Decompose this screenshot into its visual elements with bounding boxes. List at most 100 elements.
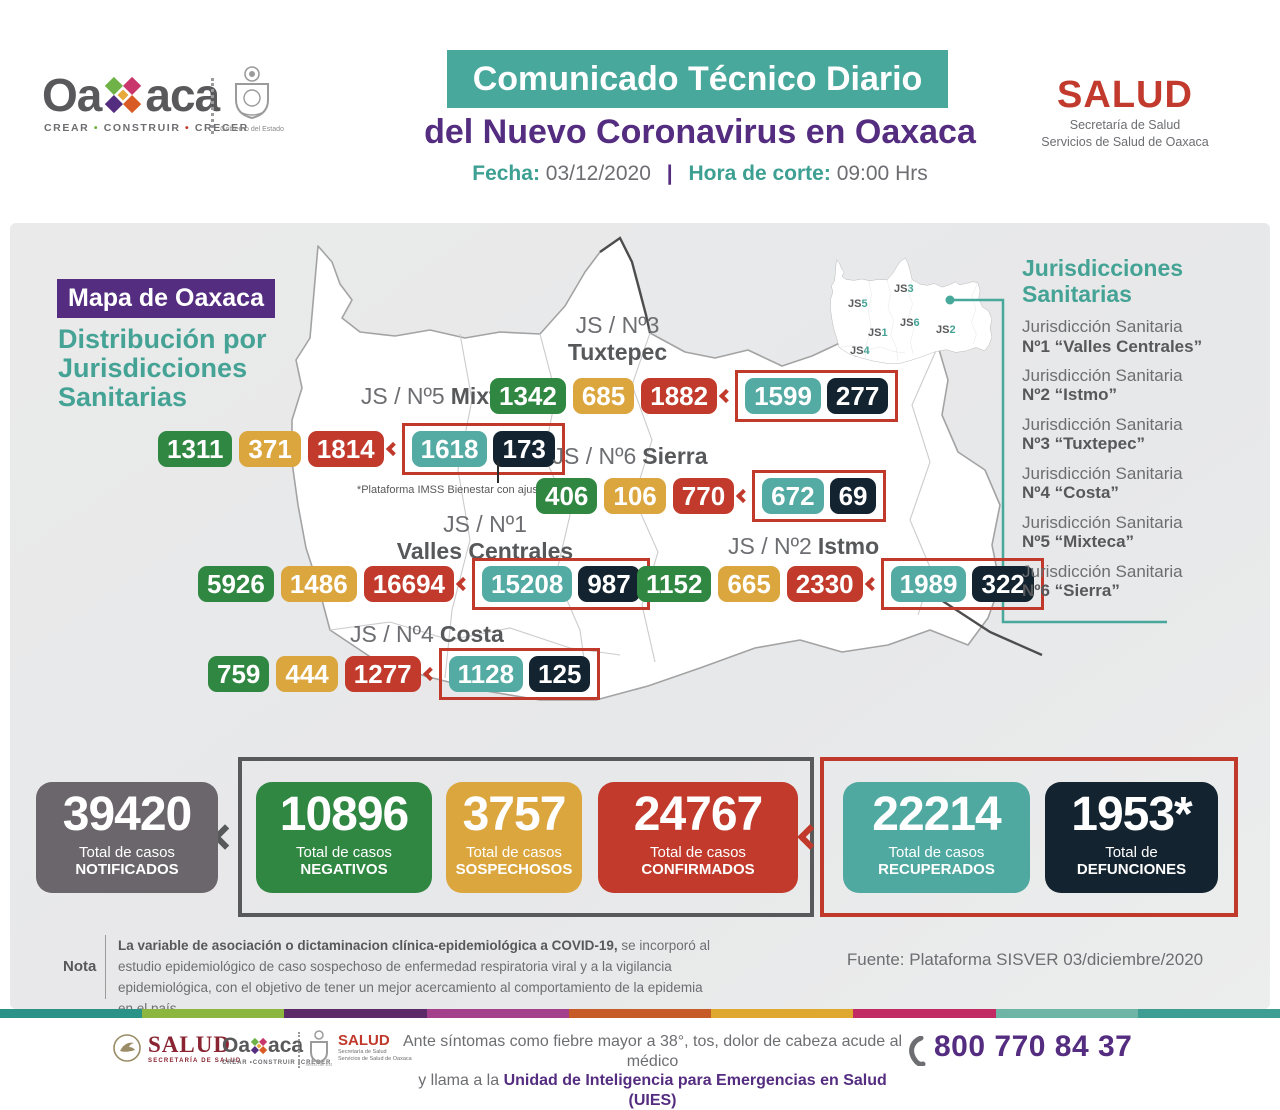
minimap-label-js2: JS2 — [936, 324, 956, 336]
recovered-deaths-box: 1599 277 — [735, 370, 899, 422]
connector-notch — [864, 576, 879, 592]
dotted-separator — [211, 78, 214, 134]
chips-costa: 759 444 1277 1128 125 — [208, 648, 601, 700]
phone-number: 800 770 84 37 — [934, 1030, 1133, 1063]
chip-negativos: 1342 — [490, 378, 566, 414]
chips-valles-centrales: 5926 1486 16694 15208 987 — [198, 558, 650, 610]
minimap-label-js6: JS6 — [900, 317, 920, 329]
imss-note-line — [497, 461, 499, 483]
label-tuxtepec: JS / Nº3 Tuxtepec — [567, 312, 668, 365]
recovered-deaths-box: 672 69 — [752, 470, 887, 522]
total-sospechosos: 3757 Total de casos SOSPECHOSOS — [446, 782, 582, 893]
svg-text:Gobierno del Estado: Gobierno del Estado — [306, 1062, 332, 1067]
footer-oaxaca-logo: Oa aca — [222, 1034, 304, 1057]
connector-notch — [385, 441, 400, 457]
chip-recuperados: 1599 — [745, 378, 821, 414]
map-panel: Mapa de Oaxaca Distribución por Jurisdic… — [10, 223, 1270, 1016]
oaxaca-diamonds-icon — [105, 76, 142, 114]
page-subtitle: del Nuevo Coronavirus en Oaxaca — [424, 113, 976, 151]
tagline-bullet-green: • — [93, 122, 100, 134]
minimap-label-js4: JS4 — [850, 345, 870, 357]
oaxaca-tagline: CREAR • CONSTRUIR • CRECER — [44, 122, 249, 134]
hora-label: Hora de corte: — [688, 162, 831, 185]
gobierno-crest-icon: Gobierno del Estado — [306, 1030, 332, 1067]
map-title-banner: Mapa de Oaxaca — [57, 279, 275, 318]
page-title: Comunicado Técnico Diario — [447, 50, 948, 108]
connector-notch — [719, 388, 734, 404]
chip-recuperados: 672 — [762, 478, 824, 514]
legend-item: Jurisdicción Sanitaria Nº5 “Mixteca” — [1022, 512, 1183, 552]
chip-defunciones: 987 — [578, 566, 640, 602]
fuente-text: Fuente: Plataforma SISVER 03/diciembre/2… — [846, 950, 1204, 969]
connector-notch — [422, 666, 437, 682]
salud-logo: SALUD Secretaría de Salud Servicios de S… — [1030, 74, 1220, 151]
federal-eagle-icon — [113, 1034, 141, 1062]
chip-sospechosos: 1486 — [280, 566, 357, 602]
hora-value: 09:00 Hrs — [836, 162, 928, 185]
salud-federal-logo: SALUD SECRETARÍA DE SALUD — [112, 1032, 241, 1064]
color-stripe — [0, 1009, 1280, 1018]
chips-tuxtepec: 1342 685 1882 1599 277 — [490, 370, 899, 422]
dotted-separator — [298, 1032, 300, 1068]
tested-group-border — [238, 757, 814, 917]
total-defunciones: 1953* Total de DEFUNCIONES — [1045, 782, 1218, 893]
chip-confirmados: 2330 — [786, 566, 863, 602]
chip-sospechosos: 371 — [239, 431, 301, 467]
map-subtitle: Distribución por Jurisdicciones Sanitari… — [58, 324, 267, 413]
footer-oaxaca-tagline: CREAR •CONSTRUIR •CRECER — [222, 1060, 332, 1066]
gobierno-label: Gobierno del Estado — [220, 126, 284, 133]
nota-label: Nota — [63, 958, 97, 975]
chip-confirmados: 1277 — [344, 656, 421, 692]
footer: SALUD SECRETARÍA DE SALUD Oa aca CREAR •… — [0, 1018, 1280, 1109]
total-negativos: 10896 Total de casos NEGATIVOS — [256, 782, 432, 893]
oaxaca-word-part2: aca — [145, 69, 220, 121]
imss-note: *Plataforma IMSS Bienestar con ajuste — [356, 484, 548, 496]
fecha-value: 03/12/2020 — [545, 162, 651, 185]
legend-item: Jurisdicción Sanitaria Nº6 “Sierra” — [1022, 561, 1183, 601]
recovered-deaths-box: 1989 322 — [880, 558, 1044, 610]
date-row: Fecha: 03/12/2020 | Hora de corte: 09:00… — [380, 162, 1020, 186]
total-recuperados: 22214 Total de casos RECUPERADOS — [843, 782, 1030, 893]
total-confirmados: 24767 Total de casos CONFIRMADOS — [598, 782, 798, 893]
chip-negativos: 5926 — [198, 566, 274, 602]
total-notificados: 39420 Total de casos NOTIFICADOS — [36, 782, 218, 893]
chip-defunciones: 277 — [826, 378, 889, 414]
chip-sospechosos: 685 — [572, 378, 635, 414]
minimap-label-js1: JS1 — [868, 327, 888, 339]
label-costa: JS / Nº4 Costa — [350, 621, 504, 647]
oaxaca-word-part1: Oa — [42, 69, 102, 121]
chip-defunciones: 322 — [972, 566, 1034, 602]
oaxaca-logo: Oa aca — [42, 68, 220, 122]
salud-federal-wordmark: SALUD — [148, 1032, 231, 1057]
label-istmo: JS / Nº2 Istmo — [728, 533, 880, 559]
outcome-group-border — [820, 757, 1238, 917]
gobierno-crest-icon — [235, 66, 269, 120]
header: Oa aca CREAR • CONSTRUIR • CRECER Gobier… — [0, 0, 1280, 223]
salud-federal-sub: SECRETARÍA DE SALUD — [148, 1058, 242, 1064]
chip-confirmados: 770 — [672, 478, 735, 514]
chip-sospechosos: 106 — [604, 478, 666, 514]
chip-recuperados: 1128 — [448, 656, 524, 692]
chip-sospechosos: 444 — [276, 656, 338, 692]
chip-recuperados: 1618 — [411, 431, 488, 467]
chips-mixteca: 1311 371 1814 1618 173 — [158, 423, 565, 475]
chip-recuperados: 1989 — [890, 566, 967, 602]
chips-sierra: 406 106 770 672 69 — [536, 470, 887, 522]
chip-defunciones: 125 — [529, 656, 591, 692]
chip-negativos: 406 — [536, 478, 598, 514]
chip-confirmados: 1814 — [307, 431, 384, 467]
oaxaca-diamonds-icon — [250, 1037, 268, 1055]
minimap-label-js3: JS3 — [894, 283, 914, 295]
chip-sospechosos: 665 — [718, 566, 780, 602]
phone-icon — [909, 1036, 926, 1066]
chips-istmo: 1152 665 2330 1989 322 — [637, 558, 1044, 610]
legend-list: Jurisdicción Sanitaria Nº1 “Valles Centra… — [1022, 317, 1262, 611]
chip-defunciones: 173 — [493, 431, 555, 467]
salud-oaxaca-logo: SALUD Secretaría de Salud Servicios de S… — [338, 1032, 412, 1063]
chip-confirmados: 1882 — [641, 378, 718, 414]
chip-defunciones: 69 — [829, 478, 877, 514]
connector-notch — [736, 488, 751, 504]
legend-title: Jurisdicciones Sanitarias — [1022, 255, 1184, 307]
nota-divider — [105, 935, 106, 999]
label-sierra: JS / Nº6 Sierra — [552, 443, 708, 469]
